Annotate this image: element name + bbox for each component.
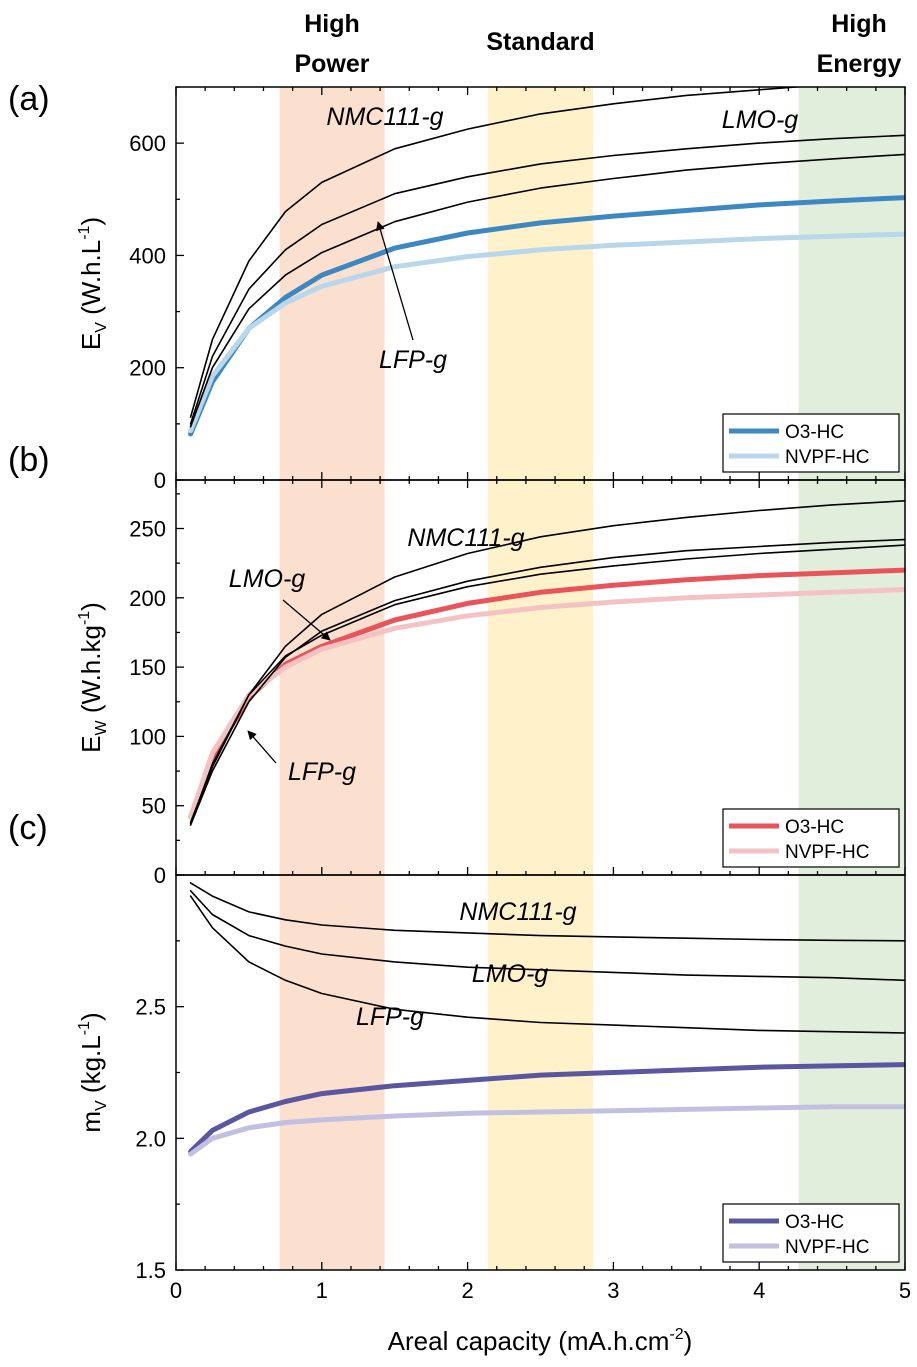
y-tick-label-0-2: 400 (129, 243, 166, 268)
panel-label-2: (c) (8, 809, 48, 847)
y-tick-label-1-5: 250 (129, 517, 166, 542)
legend-0: O3-HC NVPF-HC (722, 413, 900, 473)
series-line-2-3 (188, 1062, 905, 1154)
legend-label-0-1: NVPF-HC (785, 447, 869, 468)
band-1 (488, 87, 593, 1270)
panel-2: 1.5 2.0 2.5 mV (kg.L-1) (c) NMC111-g LMO-g LFP-… (8, 809, 906, 1283)
series-line-2-1 (189, 890, 905, 982)
legend-label-0-0: O3-HC (785, 422, 844, 443)
legend-label-2-0: O3-HC (785, 1212, 844, 1233)
band-label-1-0: Standard (486, 28, 594, 56)
legend-2: O3-HC NVPF-HC (722, 1203, 900, 1263)
annotation-1-1: LMO-g (229, 565, 306, 593)
annotation-arrow-1-1 (247, 730, 277, 764)
chart-panels: 0 200 400 600 EV (W.h.L-1) (a) NMC111-g LMO-g LF… (8, 80, 906, 1283)
series-line-0-1 (189, 134, 905, 425)
y-tick-label-2-1: 2.0 (135, 1126, 166, 1151)
band-labels: High Power Standard High Energy (294, 10, 901, 78)
annotation-arrow-0-0 (375, 221, 414, 341)
y-tick-label-1-3: 150 (129, 655, 166, 680)
x-tick-label-1: 1 (316, 1278, 328, 1303)
band-label-0-1: Power (294, 50, 369, 78)
y-axis-title-2: mV (kg.L-1) (76, 1012, 110, 1132)
band-label-2-0: High (831, 10, 887, 38)
annotation-1-2: LFP-g (288, 758, 356, 786)
y-tick-label-0-0: 0 (154, 468, 166, 493)
y-tick-label-1-1: 50 (142, 794, 166, 819)
y-tick-label-1-0: 0 (154, 863, 166, 888)
band-label-0-0: High (304, 10, 360, 38)
panel-label-1: (b) (8, 441, 50, 479)
band-2 (798, 87, 905, 1270)
band-label-2-1: Energy (817, 50, 902, 78)
annotation-arrow-1-0 (282, 599, 331, 641)
panel-0: 0 200 400 600 EV (W.h.L-1) (a) NMC111-g LMO-g LF… (8, 80, 906, 493)
x-tick-label-3: 3 (607, 1278, 619, 1303)
y-axis-title-0: EV (W.h.L-1) (76, 217, 110, 350)
capacity-bands (279, 87, 905, 1270)
series-line-0-4 (188, 231, 905, 434)
y-tick-label-1-2: 100 (129, 724, 166, 749)
legend-label-1-0: O3-HC (785, 817, 844, 838)
series-line-0-2 (189, 153, 905, 428)
annotation-2-2: LFP-g (356, 1003, 424, 1031)
y-tick-label-0-1: 200 (129, 356, 166, 381)
x-tick-label-4: 4 (753, 1278, 765, 1303)
y-tick-label-1-4: 200 (129, 586, 166, 611)
x-tick-label-0: 0 (170, 1278, 182, 1303)
y-tick-label-2-0: 1.5 (135, 1258, 166, 1283)
annotation-2-0: NMC111-g (459, 898, 576, 926)
y-tick-label-0-3: 600 (129, 131, 166, 156)
x-axis-title: Areal capacity (mA.h.cm-2) (388, 1326, 693, 1356)
legend-label-1-1: NVPF-HC (785, 842, 869, 863)
x-tick-label-5: 5 (899, 1278, 911, 1303)
series-line-2-4 (188, 1104, 905, 1157)
series-line-1-1 (189, 538, 905, 826)
annotation-0-2: LFP-g (379, 346, 447, 374)
panel-label-0: (a) (8, 80, 50, 118)
y-axis-title-1: EW (W.h.kg-1) (76, 602, 110, 753)
annotation-0-0: NMC111-g (326, 103, 443, 131)
panel-1: 0 50 100 150 200 250 EW (W.h.kg-1) (b) NMC111-g L… (8, 441, 906, 888)
legend-label-2-1: NVPF-HC (785, 1237, 869, 1258)
annotation-2-1: LMO-g (472, 960, 549, 988)
annotation-1-0: NMC111-g (407, 524, 524, 552)
legend-1: O3-HC NVPF-HC (722, 808, 900, 868)
x-tick-label-2: 2 (461, 1278, 473, 1303)
series-line-2-0 (189, 882, 905, 942)
y-tick-label-2-2: 2.5 (135, 995, 166, 1020)
series-line-1-2 (189, 544, 905, 825)
x-axis: Areal capacity (mA.h.cm-2) 0 1 2 3 4 5 (170, 1278, 911, 1356)
annotation-0-1: LMO-g (722, 106, 799, 134)
series-line-2-2 (189, 895, 905, 1034)
